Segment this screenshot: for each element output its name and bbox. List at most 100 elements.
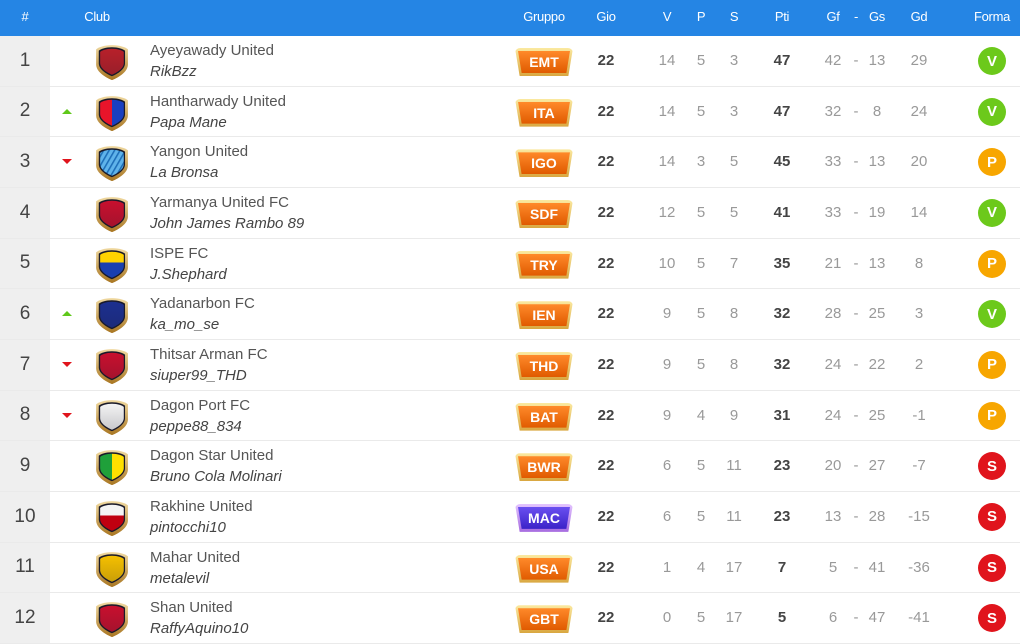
table-row[interactable]: 11 Mahar United metalevil USA 22 1 4 17 … <box>0 542 1020 594</box>
header-p[interactable]: P <box>696 9 706 24</box>
goals-for: 33 <box>824 153 842 171</box>
club-name[interactable]: Yarmanya United FC <box>150 193 289 211</box>
manager-name[interactable]: peppe88_834 <box>150 417 242 435</box>
table-row[interactable]: 6 Yadanarbon FC ka_mo_se IEN 22 9 5 8 32… <box>0 289 1020 340</box>
header-pti[interactable]: Pti <box>774 9 790 24</box>
club-shield-icon <box>96 146 128 182</box>
group-code: IGO <box>518 152 570 175</box>
header-pos[interactable]: # <box>21 9 29 24</box>
header-v[interactable]: V <box>662 9 672 24</box>
goals-dash: - <box>853 254 859 272</box>
club-name[interactable]: Dagon Port FC <box>150 396 251 414</box>
club-name[interactable]: Mahar United <box>150 548 241 566</box>
group-badge[interactable]: GBT <box>515 605 573 634</box>
table-row[interactable]: 5 ISPE FC J.Shephard TRY 22 10 5 7 35 21… <box>0 238 1020 290</box>
header-gruppo[interactable]: Gruppo <box>523 9 565 24</box>
group-code: BWR <box>518 456 570 479</box>
losses: 5 <box>729 153 739 171</box>
manager-name[interactable]: Papa Mane <box>150 113 227 131</box>
form-badge: S <box>978 553 1006 582</box>
group-badge[interactable]: ITA <box>515 98 573 127</box>
header-gio[interactable]: Gio <box>596 9 616 24</box>
header-s[interactable]: S <box>729 9 739 24</box>
standings-table: 1 Ayeyawady United RikBzz EMT 22 14 5 3 … <box>0 36 1020 644</box>
table-row[interactable]: 1 Ayeyawady United RikBzz EMT 22 14 5 3 … <box>0 36 1020 87</box>
group-code: THD <box>518 354 570 377</box>
group-badge[interactable]: EMT <box>515 48 573 76</box>
table-row[interactable]: 4 Yarmanya United FC John James Rambo 89… <box>0 187 1020 239</box>
goals-for: 6 <box>828 609 838 627</box>
manager-name[interactable]: RaffyAquino10 <box>150 620 249 638</box>
losses: 3 <box>729 102 739 120</box>
group-badge[interactable]: TRY <box>515 250 573 279</box>
form-badge: P <box>978 148 1006 177</box>
table-row[interactable]: 10 Rakhine United pintocchi10 MAC 22 6 5… <box>0 491 1020 543</box>
club-shield-icon <box>96 95 128 131</box>
goals-against: 19 <box>868 203 886 221</box>
club-name[interactable]: Ayeyawady United <box>150 42 274 59</box>
manager-name[interactable]: La Bronsa <box>150 164 219 182</box>
manager-name[interactable]: John James Rambo 89 <box>150 214 305 232</box>
manager-name[interactable]: ka_mo_se <box>150 316 220 334</box>
table-row[interactable]: 7 Thitsar Arman FC siuper99_THD THD 22 9… <box>0 339 1020 391</box>
position: 11 <box>0 542 50 593</box>
table-row[interactable]: 8 Dagon Port FC peppe88_834 BAT 22 9 4 9… <box>0 390 1020 442</box>
goals-dash: - <box>853 52 859 69</box>
goals-against: 13 <box>868 153 886 171</box>
manager-name[interactable]: metalevil <box>150 569 210 587</box>
club-name[interactable]: Shan United <box>150 599 233 617</box>
goals-for: 20 <box>824 457 842 475</box>
club-shield-icon <box>96 197 128 232</box>
goals-against: 13 <box>868 52 886 69</box>
position: 7 <box>0 339 50 390</box>
club-name[interactable]: ISPE FC <box>150 244 209 262</box>
club-name[interactable]: Dagon Star United <box>150 447 274 465</box>
goals-for: 24 <box>824 406 842 424</box>
played: 22 <box>597 457 615 475</box>
header-club[interactable]: Club <box>84 9 110 24</box>
table-row[interactable]: 2 Hantharwady United Papa Mane ITA 22 14… <box>0 86 1020 138</box>
played: 22 <box>597 507 615 525</box>
manager-name[interactable]: J.Shephard <box>150 265 227 283</box>
goal-difference: 29 <box>910 52 928 69</box>
group-badge[interactable]: BWR <box>515 453 573 482</box>
club-shield-icon <box>96 247 128 283</box>
trend-down-icon <box>62 159 72 165</box>
header-gf[interactable]: Gf <box>826 9 840 24</box>
losses: 8 <box>729 305 739 323</box>
group-badge[interactable]: THD <box>515 351 573 380</box>
club-name[interactable]: Rakhine United <box>150 497 253 515</box>
points: 23 <box>773 507 791 525</box>
manager-name[interactable]: RikBzz <box>150 63 197 80</box>
group-badge[interactable]: MAC <box>515 503 573 532</box>
club-shield-icon <box>96 602 128 638</box>
club-shield-icon <box>96 399 128 435</box>
club-name[interactable]: Hantharwady United <box>150 92 286 110</box>
group-badge[interactable]: IGO <box>515 149 573 178</box>
table-row[interactable]: 12 Shan United RaffyAquino10 GBT 22 0 5 … <box>0 593 1020 644</box>
table-row[interactable]: 9 Dagon Star United Bruno Cola Molinari … <box>0 441 1020 492</box>
header-gd[interactable]: Gd <box>910 9 928 24</box>
manager-name[interactable]: siuper99_THD <box>150 366 247 384</box>
group-badge[interactable]: SDF <box>515 199 573 228</box>
table-row[interactable]: 3 Yangon United La Bronsa IGO 22 14 3 5 … <box>0 137 1020 188</box>
goals-against: 25 <box>868 406 886 424</box>
club-name[interactable]: Thitsar Arman FC <box>150 345 268 363</box>
header-forma[interactable]: Forma <box>973 9 1011 24</box>
group-code: TRY <box>518 253 570 276</box>
points: 7 <box>777 558 787 576</box>
draws: 5 <box>696 609 706 627</box>
group-badge[interactable]: BAT <box>515 402 573 431</box>
group-code: IEN <box>518 304 570 327</box>
group-badge[interactable]: IEN <box>515 301 573 330</box>
club-name[interactable]: Yangon United <box>150 143 249 161</box>
manager-name[interactable]: pintocchi10 <box>150 518 226 536</box>
goals-against: 25 <box>868 305 886 323</box>
header-gs[interactable]: Gs <box>868 9 886 24</box>
group-badge[interactable]: USA <box>515 554 573 583</box>
club-name[interactable]: Yadanarbon FC <box>150 295 255 313</box>
group-code: MAC <box>518 506 570 529</box>
form-badge: V <box>978 300 1006 329</box>
manager-name[interactable]: Bruno Cola Molinari <box>150 468 282 486</box>
wins: 6 <box>662 507 672 525</box>
